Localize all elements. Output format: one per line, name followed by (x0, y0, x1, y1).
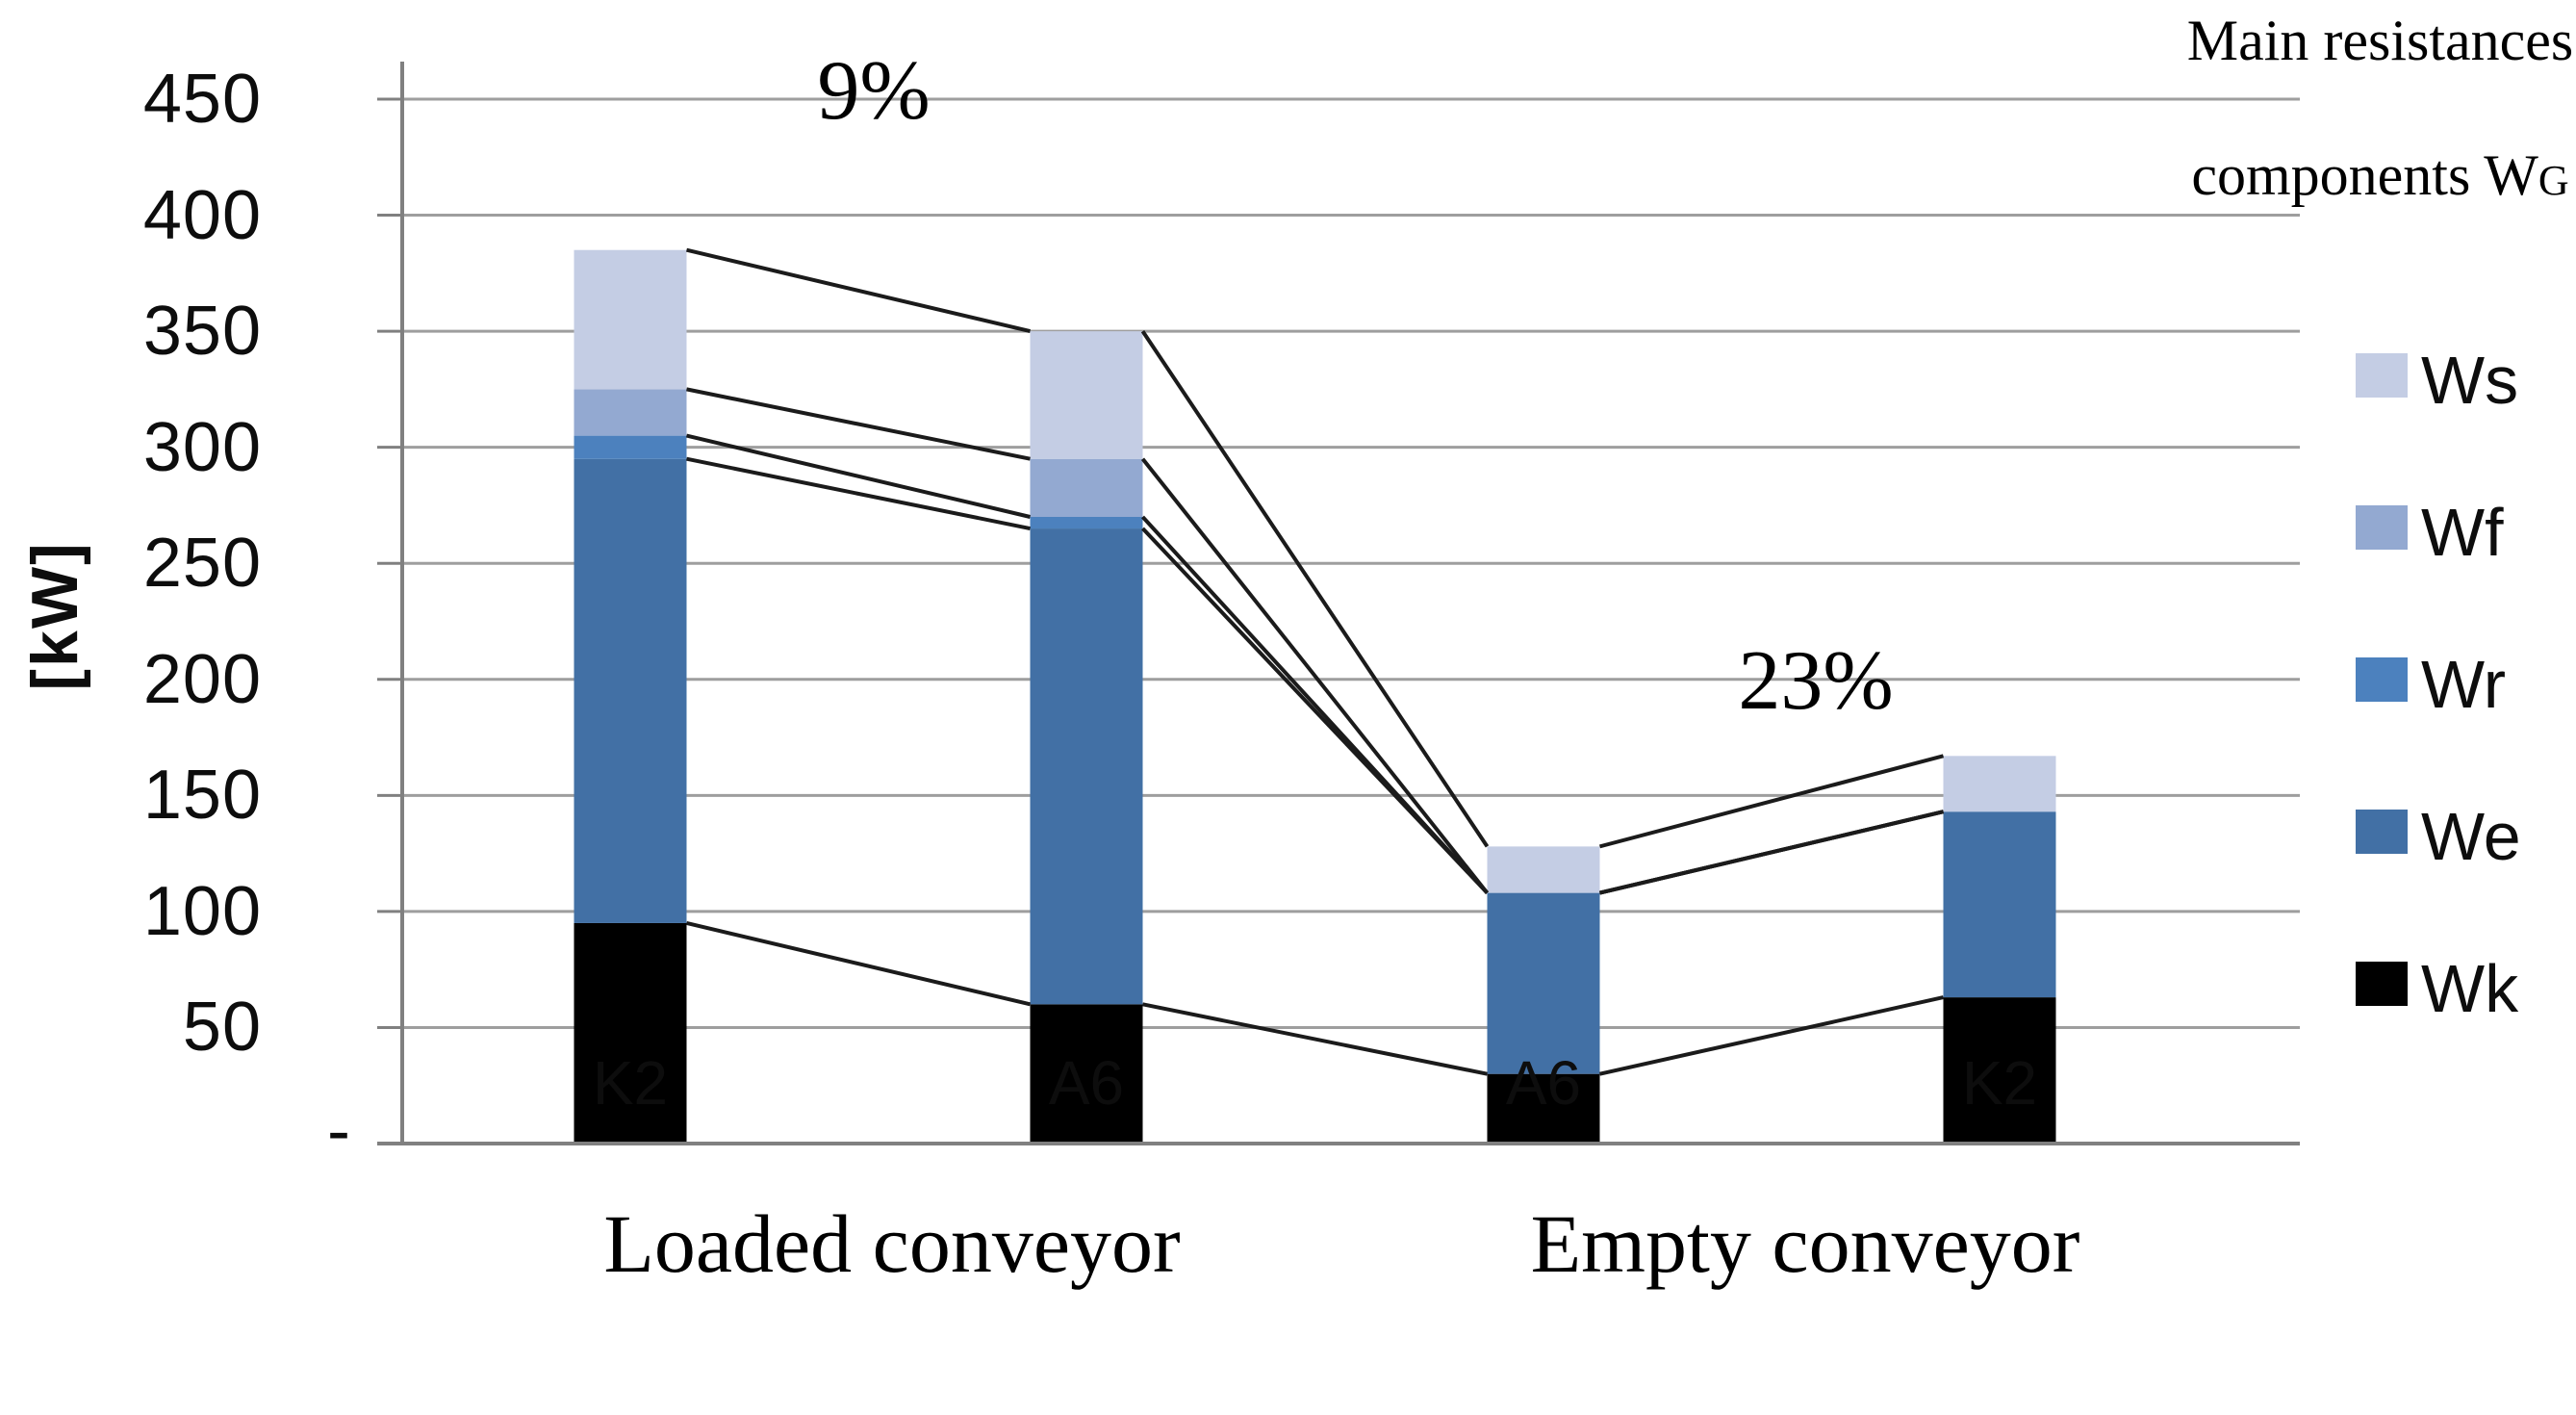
x-category-label-1-K2: K2 (592, 1048, 669, 1118)
series-line-Ws (1598, 754, 1945, 849)
bar-segment-Wf-2 (1030, 458, 1143, 517)
series-line-Wr (1141, 515, 1489, 894)
series-line-Ws (686, 247, 1031, 334)
annotation-23-percent: 23% (1738, 634, 1894, 728)
bar-segment-Ws-3 (1487, 846, 1600, 893)
series-line-We (686, 456, 1031, 531)
y-tick-label-450: 450 (142, 61, 262, 138)
bar-segment-Ws-1 (574, 249, 687, 390)
bar-segment-Wr-2 (1030, 517, 1143, 529)
bar-segment-Wf-1 (574, 389, 687, 436)
group-label-loaded: Loaded conveyor (603, 1197, 1181, 1290)
chart-title-subscript: G (2538, 157, 2569, 204)
x-category-label-2-A6: A6 (1048, 1048, 1125, 1118)
y-tick-label-50: 50 (182, 989, 262, 1067)
chart-title-line2-text: components W (2191, 143, 2538, 207)
annotation-9-percent: 9% (817, 44, 931, 138)
series-line-Wf (686, 387, 1031, 461)
group-label-empty: Empty conveyor (1530, 1197, 2080, 1290)
series-line-Wk (1142, 1002, 1488, 1076)
series-line-Wk (1599, 995, 1944, 1076)
series-line-Wr (686, 433, 1031, 519)
y-tick-label-200: 200 (142, 640, 262, 718)
x-category-label-3-A6: A6 (1505, 1048, 1582, 1118)
bar-segment-Ws-2 (1030, 331, 1143, 459)
chart-title-line2: components WG (2184, 137, 2576, 219)
bar-segment-We-4 (1943, 811, 2056, 998)
bar-segment-Wk-2 (1030, 1004, 1143, 1144)
y-tick-label-100: 100 (142, 872, 262, 950)
bar-segment-Ws-4 (1943, 756, 2056, 812)
y-tick-label-350: 350 (142, 293, 262, 371)
bar-segment-We-1 (574, 458, 687, 923)
bar-segment-We-3 (1487, 892, 1600, 1074)
y-tick-label-300: 300 (142, 408, 262, 486)
series-line-Wk (686, 920, 1031, 1007)
series-line-Ws (1140, 329, 1490, 848)
y-tick-label-zero: - (327, 1093, 351, 1170)
y-tick-label-150: 150 (142, 757, 262, 835)
y-tick-label-250: 250 (142, 525, 262, 603)
bar-segment-We-2 (1030, 528, 1143, 1005)
bar-segment-Wk-1 (574, 922, 687, 1144)
x-category-label-4-K2: K2 (1961, 1048, 2038, 1118)
bar-segment-Wk-3 (1487, 1073, 1600, 1144)
bar-segment-Wr-1 (574, 435, 687, 459)
bar-segment-Wk-4 (1943, 997, 2056, 1144)
series-line-Wf (1599, 810, 1944, 895)
series-line-Wf (1140, 457, 1490, 894)
chart-title-line1: Main resistances (2186, 9, 2574, 72)
y-tick-label-400: 400 (142, 176, 262, 254)
